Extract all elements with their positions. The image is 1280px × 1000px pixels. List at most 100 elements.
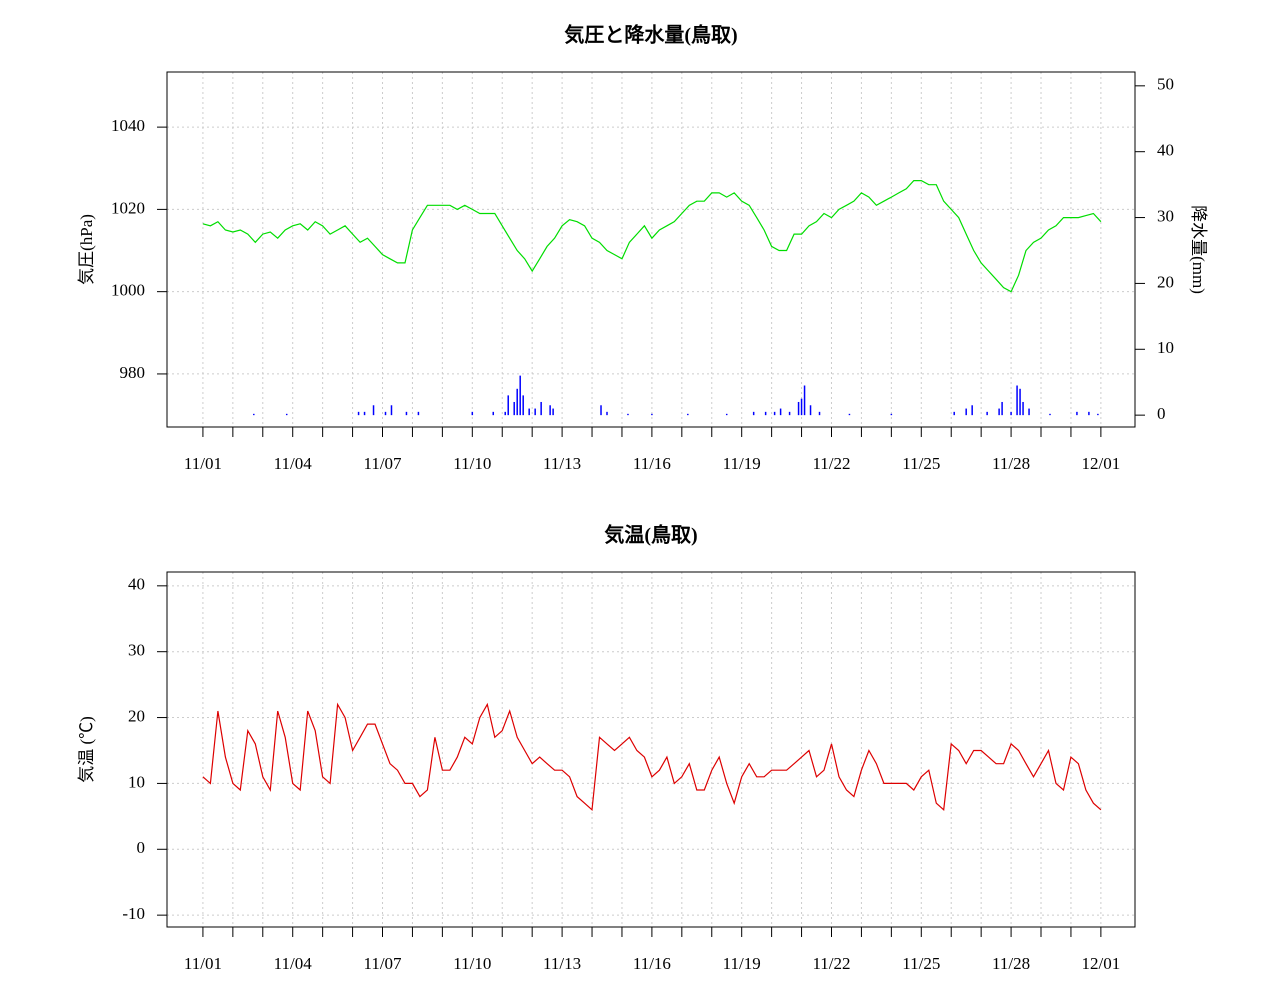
y2-tick-label: 50 bbox=[1157, 75, 1174, 94]
precip-bar bbox=[285, 413, 288, 416]
x-tick-label: 11/04 bbox=[274, 454, 313, 473]
x-tick-label: 11/16 bbox=[633, 954, 671, 973]
precip-bar bbox=[528, 408, 530, 416]
y-axis-title: 気圧(hPa) bbox=[77, 214, 96, 285]
precip-bar bbox=[357, 411, 360, 416]
precip-bar bbox=[779, 408, 782, 416]
precip-bar bbox=[384, 411, 387, 416]
precip-bar bbox=[764, 411, 767, 416]
plot-frame bbox=[166, 71, 1136, 428]
x-tick-label: 11/25 bbox=[902, 454, 940, 473]
y-tick-label: 1000 bbox=[111, 281, 145, 300]
precip-bar bbox=[809, 405, 812, 416]
y-tick-label: 0 bbox=[137, 838, 146, 857]
precip-bar bbox=[725, 413, 728, 416]
precip-bar bbox=[965, 408, 967, 416]
precip-bar bbox=[1097, 413, 1099, 416]
precip-bar bbox=[1088, 411, 1090, 416]
precip-bar bbox=[519, 375, 521, 416]
x-tick-label: 12/01 bbox=[1082, 954, 1121, 973]
precip-bar bbox=[1010, 411, 1012, 416]
precip-bar bbox=[998, 408, 1000, 416]
precip-bar bbox=[390, 405, 393, 416]
precip-bar bbox=[1001, 401, 1003, 416]
precip-bar bbox=[986, 411, 988, 416]
y2-tick-label: 30 bbox=[1157, 206, 1174, 225]
precip-bar bbox=[606, 411, 608, 416]
x-tick-label: 11/22 bbox=[812, 454, 850, 473]
y2-tick-label: 10 bbox=[1157, 338, 1174, 357]
precip-bar bbox=[1019, 388, 1021, 416]
precip-bar bbox=[522, 395, 524, 416]
x-tick-label: 11/16 bbox=[633, 454, 671, 473]
precip-bar bbox=[513, 401, 515, 416]
x-tick-label: 11/19 bbox=[723, 954, 761, 973]
y-tick-label: 1020 bbox=[111, 198, 145, 217]
precip-bar bbox=[540, 401, 542, 416]
data-line bbox=[202, 180, 1102, 293]
precip-bar bbox=[600, 405, 602, 416]
x-tick-label: 11/01 bbox=[184, 454, 222, 473]
y2-axis-title: 降水量(mm) bbox=[1189, 205, 1208, 294]
precip-bar bbox=[687, 413, 689, 416]
precip-bar bbox=[1076, 411, 1078, 416]
precip-bar bbox=[797, 401, 800, 416]
precip-bar bbox=[516, 388, 518, 416]
precip-bar bbox=[627, 413, 629, 416]
x-tick-label: 11/25 bbox=[902, 954, 940, 973]
x-tick-label: 11/22 bbox=[812, 954, 850, 973]
y-tick-label: 30 bbox=[128, 641, 145, 660]
x-tick-label: 11/04 bbox=[274, 954, 313, 973]
x-tick-label: 11/28 bbox=[992, 454, 1030, 473]
precip-bar bbox=[1049, 413, 1051, 416]
precip-bar bbox=[773, 411, 776, 416]
precip-bar bbox=[752, 411, 755, 416]
x-tick-label: 11/07 bbox=[363, 454, 402, 473]
y2-tick-label: 20 bbox=[1157, 272, 1174, 291]
x-tick-label: 11/07 bbox=[363, 954, 402, 973]
precip-bar bbox=[552, 408, 554, 416]
y2-tick-label: 0 bbox=[1157, 404, 1166, 423]
precip-bar bbox=[890, 413, 893, 416]
precip-bar bbox=[417, 411, 420, 416]
y-tick-label: 1040 bbox=[111, 116, 145, 135]
precip-bar bbox=[651, 413, 653, 416]
precip-bar bbox=[818, 411, 821, 416]
precip-bar bbox=[507, 395, 509, 416]
precip-bar bbox=[471, 411, 474, 416]
x-tick-label: 11/13 bbox=[543, 454, 581, 473]
precip-bar bbox=[534, 408, 536, 416]
y-tick-label: 10 bbox=[128, 772, 145, 791]
x-tick-label: 12/01 bbox=[1082, 454, 1121, 473]
chart-title: 気圧と降水量(鳥取) bbox=[564, 23, 737, 47]
precip-bar bbox=[800, 398, 803, 416]
y-tick-label: -10 bbox=[122, 904, 145, 923]
data-line bbox=[202, 702, 1102, 812]
plot-frame bbox=[166, 571, 1136, 928]
precip-bar bbox=[1016, 385, 1018, 416]
x-tick-label: 11/10 bbox=[453, 454, 491, 473]
precip-bar bbox=[788, 411, 791, 416]
precip-bar bbox=[1028, 408, 1030, 416]
y-tick-label: 20 bbox=[128, 706, 145, 725]
x-tick-label: 11/01 bbox=[184, 954, 222, 973]
precip-bar bbox=[504, 411, 506, 416]
x-tick-label: 11/28 bbox=[992, 954, 1030, 973]
y-axis-title: 気温 (℃) bbox=[77, 716, 96, 783]
precip-bar bbox=[549, 405, 551, 416]
x-tick-label: 11/19 bbox=[723, 454, 761, 473]
precip-bar bbox=[953, 411, 955, 416]
y-tick-label: 980 bbox=[120, 363, 146, 382]
x-tick-label: 11/13 bbox=[543, 954, 581, 973]
precip-bar bbox=[492, 411, 495, 416]
precip-bar bbox=[405, 411, 408, 416]
y2-tick-label: 40 bbox=[1157, 141, 1174, 160]
x-tick-label: 11/10 bbox=[453, 954, 491, 973]
precip-bar bbox=[848, 413, 851, 416]
chart-title: 気温(鳥取) bbox=[604, 523, 697, 547]
precip-bar bbox=[363, 411, 366, 416]
precip-bar bbox=[971, 405, 973, 416]
precip-bar bbox=[1022, 401, 1024, 416]
precip-bar bbox=[803, 385, 806, 416]
